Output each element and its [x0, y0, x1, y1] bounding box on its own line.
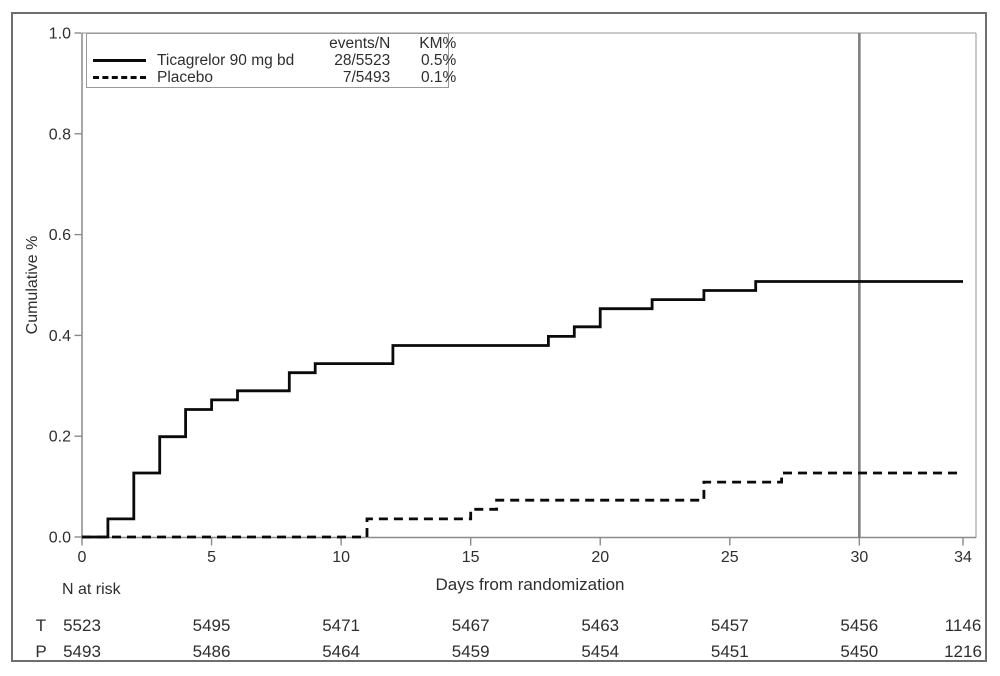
at-risk-value: 1216: [944, 642, 982, 661]
at-risk-value: 5523: [63, 616, 101, 635]
series-curve-dashed: [82, 471, 963, 539]
at-risk-value: 5454: [581, 642, 620, 661]
x-tick-label: 5: [207, 549, 216, 566]
at-risk-row-T: T 5523 5495 5471 5467 5463 5457 5456 1146: [0, 616, 1000, 636]
at-risk-row-label: P: [35, 642, 47, 661]
legend-box: events/N KM% Ticagrelor 90 mg bd 28/5523…: [86, 33, 456, 88]
at-risk-value: 5495: [192, 616, 231, 635]
x-tick-label: 30: [850, 549, 868, 566]
y-tick-label: 0.6: [49, 227, 71, 244]
y-tick-label: 0.2: [49, 429, 71, 446]
at-risk-value: 5463: [581, 616, 620, 635]
at-risk-value: 5464: [322, 642, 361, 661]
x-tick-label: 20: [591, 549, 609, 566]
legend-header-spacer: [93, 35, 294, 52]
legend-km-ticagrelor: 0.5%: [420, 51, 457, 69]
legend-km-placebo: 0.1%: [420, 68, 457, 86]
x-axis-title: Days from randomization: [435, 575, 625, 594]
y-tick-label: 0.0: [49, 530, 71, 547]
at-risk-value: 5493: [63, 642, 101, 661]
at-risk-value: 5471: [322, 616, 361, 635]
x-tick-label: 34: [954, 549, 972, 566]
at-risk-value: 5486: [192, 642, 231, 661]
legend-events-ticagrelor: 28/5523: [334, 51, 391, 69]
legend-entry-placebo: Placebo: [93, 69, 294, 86]
at-risk-value: 5450: [840, 642, 879, 661]
at-risk-value: 5467: [451, 616, 490, 635]
y-tick-label: 0.8: [49, 126, 71, 143]
series-curve-solid: [82, 280, 963, 539]
at-risk-value: 5451: [710, 642, 749, 661]
x-tick-label: 25: [721, 549, 739, 566]
legend-entry-ticagrelor: Ticagrelor 90 mg bd: [93, 52, 294, 69]
at-risk-value: 5457: [710, 616, 749, 635]
at-risk-value: 5456: [840, 616, 879, 635]
legend-header-km: KM%: [419, 34, 457, 52]
x-tick-label: 10: [332, 549, 350, 566]
at-risk-value: 1146: [944, 616, 982, 635]
at-risk-row-P: P 5493 5486 5464 5459 5454 5451 5450 1216: [0, 642, 1000, 662]
solid-line-sample-icon: [93, 58, 146, 62]
n-at-risk-label: N at risk: [62, 581, 121, 598]
at-risk-value: 5459: [451, 642, 490, 661]
y-tick-label: 0.4: [49, 328, 71, 345]
x-tick-label: 15: [462, 549, 480, 566]
y-axis-title: Cumulative %: [24, 235, 41, 335]
legend-label-ticagrelor: Ticagrelor 90 mg bd: [157, 51, 295, 69]
dashed-line-sample-icon: [93, 75, 146, 79]
x-tick-label: 0: [78, 549, 87, 566]
at-risk-row-label: T: [35, 616, 47, 635]
y-tick-label: 1.0: [49, 26, 71, 43]
legend-label-placebo: Placebo: [157, 68, 214, 86]
legend-header-events: events/N: [329, 34, 391, 52]
legend-events-placebo: 7/5493: [342, 68, 391, 86]
